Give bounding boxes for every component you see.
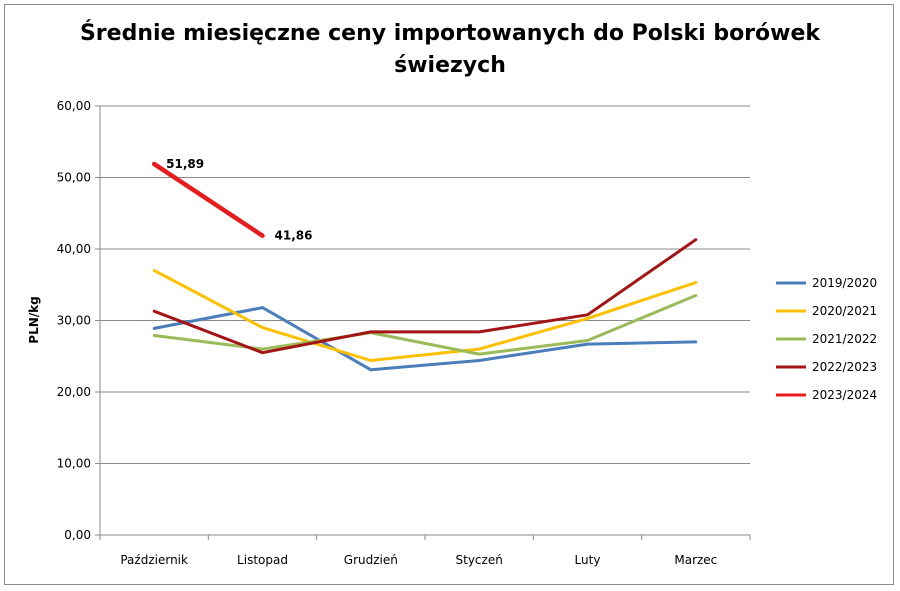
x-tick-label: Grudzień xyxy=(344,553,398,567)
y-tick-label: 20,00 xyxy=(57,385,91,399)
legend-label: 2021/2022 xyxy=(812,332,877,346)
y-tick-label: 40,00 xyxy=(57,242,91,256)
series-lines xyxy=(151,161,698,372)
gridlines xyxy=(100,105,750,464)
legend-label: 2022/2023 xyxy=(812,360,877,374)
series-line xyxy=(152,306,698,372)
series-line xyxy=(151,161,265,238)
series-line xyxy=(152,268,698,362)
chart-frame xyxy=(4,4,894,585)
y-tick-label: 0,00 xyxy=(64,528,91,542)
y-axis-ticks: 0,00 10,00 20,00 30,00 40,00 50,00 60,00 xyxy=(57,99,100,542)
x-tick-label: Listopad xyxy=(237,553,288,567)
data-label: 51,89 xyxy=(166,157,204,171)
chart-title: Średnie miesięczne ceny importowanych do… xyxy=(79,21,821,78)
legend: 2019/2020 2020/2021 2021/2022 2022/2023 2023… xyxy=(776,276,877,402)
y-tick-label: 10,00 xyxy=(57,457,91,471)
x-tick-label: Październik xyxy=(120,553,188,567)
data-labels: 51,89 41,86 xyxy=(166,157,312,243)
series-line xyxy=(152,294,698,356)
y-tick-label: 30,00 xyxy=(57,314,91,328)
series-line xyxy=(152,238,698,355)
y-axis-label: PLN/kg xyxy=(27,296,41,343)
x-tick-label: Luty xyxy=(575,553,601,567)
x-axis-ticks: Październik Listopad Grudzień Styczeń Luty Ma… xyxy=(99,535,751,567)
legend-label: 2023/2024 xyxy=(812,388,877,402)
legend-label: 2020/2021 xyxy=(812,304,877,318)
y-tick-label: 50,00 xyxy=(57,171,91,185)
data-label: 41,86 xyxy=(275,229,313,243)
legend-label: 2019/2020 xyxy=(812,276,877,290)
x-tick-label: Styczeń xyxy=(456,553,503,567)
x-tick-label: Marzec xyxy=(674,553,717,567)
y-tick-label: 60,00 xyxy=(57,99,91,113)
